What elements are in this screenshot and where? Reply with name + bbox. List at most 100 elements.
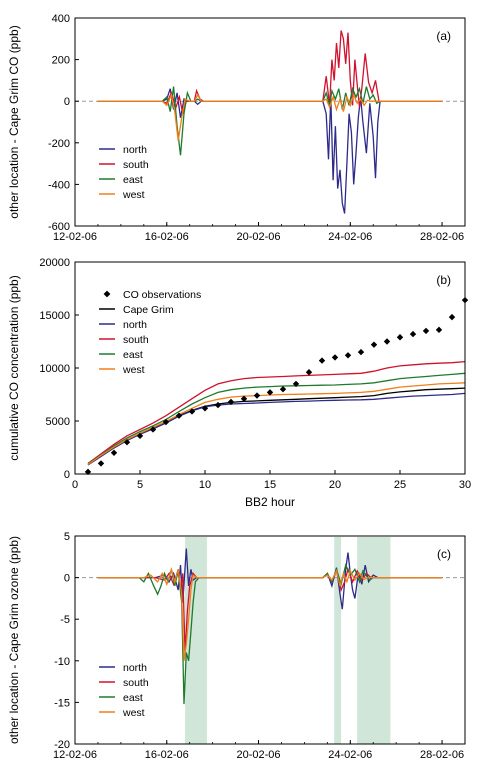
legend-label: south [123,159,149,171]
y-tick-label: 0 [64,96,70,108]
y-tick-label: 400 [52,13,70,25]
observation-point [292,380,300,388]
y-tick-label: 10000 [39,363,70,375]
series-line-south [97,30,443,114]
y-tick-label: 20000 [39,257,70,269]
x-tick-label: 28-02-06 [420,231,464,243]
legend: north south east west [99,144,149,201]
x-tick-label: 12-02-06 [53,231,97,243]
x-tick-label: 20 [329,479,341,491]
observation-point [227,398,235,406]
shaded-interval [334,537,342,744]
legend: north south east west [99,662,149,719]
panel-label: (c) [437,547,451,561]
legend-label: north [123,662,147,674]
x-tick-label: 16-02-06 [145,749,189,761]
observation-point [370,341,378,348]
plot-frame [74,535,466,745]
x-tick-label: 20-02-06 [237,231,281,243]
y-tick-label: 5 [64,531,70,543]
y-tick-label: 15000 [39,310,70,322]
x-tick-label: 12-02-06 [53,749,97,761]
legend-label: north [123,144,147,156]
y-tick-label: 5000 [46,416,70,428]
x-tick-label: 16-02-06 [145,231,189,243]
observation-point [279,386,287,393]
y-tick-label: -15 [54,697,70,709]
panel-b: 0 5000 10000 15000 20000 0 5 10 15 20 25 30 cumulati… [7,257,471,509]
legend-label: CO observations [123,289,201,301]
observation-point [214,401,222,409]
observation-point [110,449,118,456]
series-line-west [97,92,443,141]
x-tick-label: 24-02-06 [328,749,372,761]
x-tick-label: 10 [199,479,211,491]
panel-c: -20 -15 -10 -5 0 5 12-02-06 16-02-06 20-02-06 24-… [7,531,466,761]
x-tick-label: 5 [137,479,143,491]
series-line-east [97,563,443,705]
y-tick-label: 200 [52,55,70,67]
series-line-east [97,86,443,156]
x-tick-label: 0 [72,479,78,491]
x-tick-label: 25 [394,479,406,491]
observation-point [266,389,274,396]
x-tick-label: 24-02-06 [328,231,372,243]
series-line-south [87,360,465,464]
y-tick-label: -5 [60,614,70,626]
observation-point [409,330,417,338]
y-tick-label: 0 [64,469,70,481]
y-tick-label: -200 [48,138,70,150]
observation-point [435,326,443,334]
legend-label: south [123,334,149,346]
panel-a: -600 -400 -200 0 200 400 12-02-06 16-02-06 20-02… [7,13,466,243]
legend-label: west [122,364,145,376]
series-line-north [97,88,443,214]
x-tick-label: 28-02-06 [420,749,464,761]
y-axis-label: other location - Cape Grim ozone (ppb) [7,536,21,744]
observation-point [357,348,365,356]
y-tick-label: 0 [64,573,70,585]
shaded-interval [357,537,391,744]
legend-label: east [123,692,143,704]
observation-point [383,338,391,345]
legend-marker [103,290,111,298]
observation-point [331,354,339,361]
y-tick-label: -10 [54,656,70,668]
y-tick-label: -600 [48,221,70,233]
observation-point [188,408,196,415]
legend-label: east [123,349,143,361]
observation-point [305,369,313,376]
series-line-east [87,372,465,465]
observation-point [97,460,105,467]
plot-frame [74,17,466,227]
observation-point [253,392,261,399]
observation-point [448,313,456,321]
legend-label: west [122,707,145,719]
shaded-interval [196,537,207,744]
legend-label: west [122,189,145,201]
x-axis-label: BB2 hour [245,495,295,509]
series-line-cape-grim [87,387,465,466]
legend-label: south [123,677,149,689]
y-axis-label: cumulative CO concentration (ppb) [7,275,21,460]
series-line-north [97,548,443,610]
observation-point [136,432,144,440]
legend-label: east [123,174,143,186]
panel-label: (b) [436,273,451,287]
x-tick-label: 20-02-06 [237,749,281,761]
y-axis-label: other location - Cape Grim CO (ppb) [7,25,21,218]
observation-point [84,468,92,476]
x-tick-label: 30 [459,479,471,491]
y-tick-label: -20 [54,739,70,751]
legend-label: Cape Grim [123,304,174,316]
y-tick-label: -400 [48,179,70,191]
series-line-west [87,382,465,466]
legend: CO observations Cape Grim north south east we… [99,289,201,376]
observation-point [123,439,131,446]
legend-label: north [123,319,147,331]
observation-point [175,412,183,419]
observation-point [240,395,248,402]
series-line-west [97,566,443,661]
observation-point [396,334,404,341]
